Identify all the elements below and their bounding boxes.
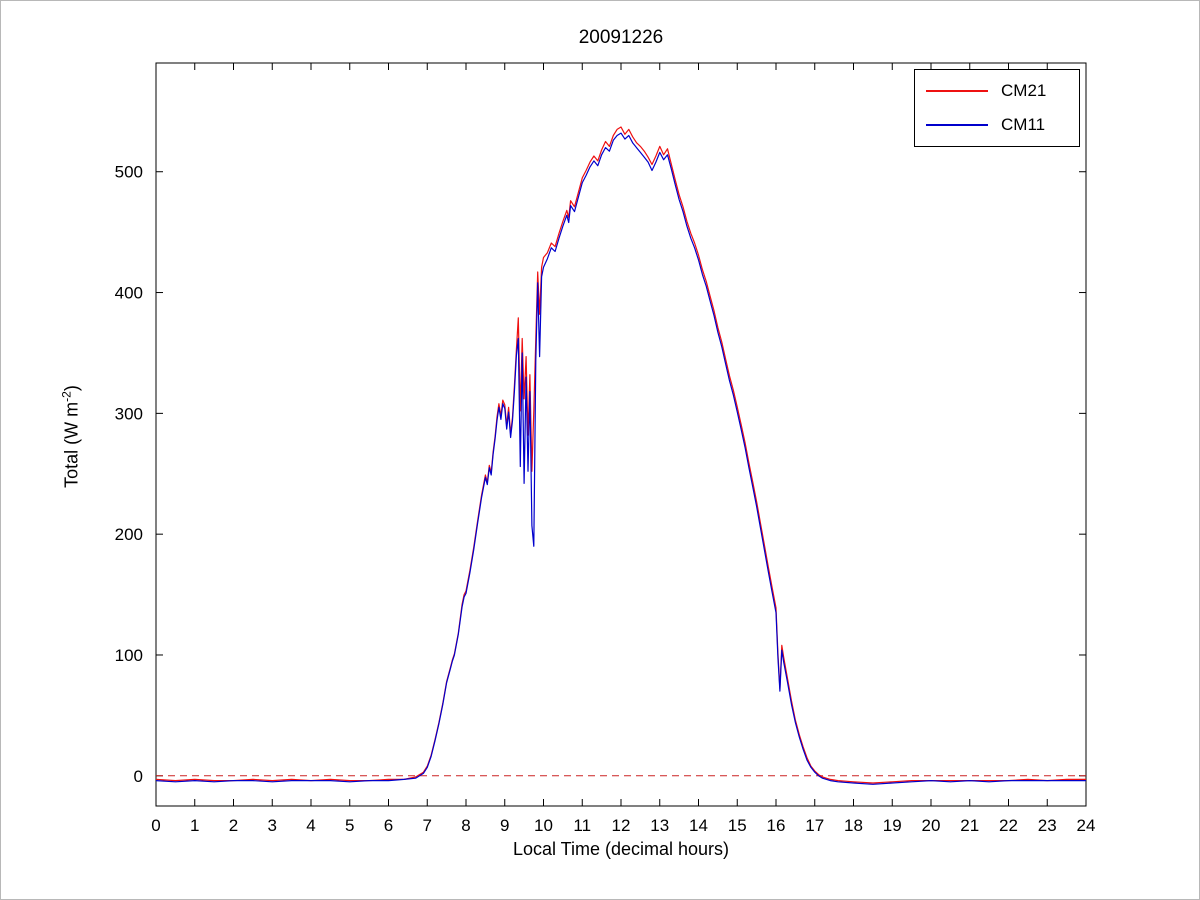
x-tick-label: 23 <box>1038 816 1057 835</box>
y-tick-label: 100 <box>115 646 143 665</box>
x-tick-label: 11 <box>573 816 591 835</box>
y-tick-label: 400 <box>115 284 143 303</box>
x-tick-label: 18 <box>844 816 863 835</box>
x-tick-label: 14 <box>689 816 708 835</box>
x-tick-label: 15 <box>728 816 747 835</box>
x-tick-label: 21 <box>960 816 979 835</box>
x-tick-label: 4 <box>306 816 315 835</box>
x-tick-label: 2 <box>229 816 238 835</box>
y-tick-label: 200 <box>115 525 143 544</box>
y-axis-label-superscript: -2 <box>59 391 74 402</box>
x-tick-label: 5 <box>345 816 354 835</box>
y-axis-label-suffix: ) <box>61 385 82 392</box>
x-tick-label: 16 <box>767 816 786 835</box>
x-tick-label: 10 <box>534 816 553 835</box>
x-tick-label: 6 <box>384 816 393 835</box>
x-axis-label: Local Time (decimal hours) <box>512 839 730 859</box>
x-tick-label: 7 <box>423 816 432 835</box>
legend-entry-cm21: CM21 <box>915 74 1079 108</box>
legend-line-cm11 <box>926 124 988 126</box>
x-tick-label: 0 <box>151 816 160 835</box>
legend-label-cm21: CM21 <box>1001 81 1047 100</box>
axes-box <box>155 62 1087 807</box>
legend-line-cm21 <box>926 90 988 92</box>
y-tick-label: 500 <box>115 163 143 182</box>
y-tick-label: 300 <box>115 404 143 423</box>
x-tick-label: 22 <box>999 816 1018 835</box>
legend-label-cm11: CM11 <box>1001 115 1046 134</box>
chart-title: 20091226 <box>578 27 664 48</box>
x-tick-label: 17 <box>805 816 824 835</box>
legend-entry-cm11: CM11 <box>915 108 1079 142</box>
x-tick-label: 19 <box>883 816 902 835</box>
x-tick-label: 12 <box>612 816 631 835</box>
x-tick-label: 9 <box>500 816 509 835</box>
y-axis-label: Total (W m-2) <box>60 37 83 837</box>
series-line-cm11 <box>155 132 1086 785</box>
x-tick-label: 1 <box>190 816 199 835</box>
x-tick-label: 24 <box>1077 816 1096 835</box>
y-tick-label: 0 <box>134 767 143 786</box>
y-axis-label-prefix: Total (W m <box>61 401 82 488</box>
legend-box: CM21 CM11 <box>914 69 1080 147</box>
x-tick-label: 3 <box>268 816 277 835</box>
x-tick-label: 20 <box>922 816 941 835</box>
x-tick-label: 13 <box>650 816 669 835</box>
x-tick-label: 8 <box>461 816 470 835</box>
